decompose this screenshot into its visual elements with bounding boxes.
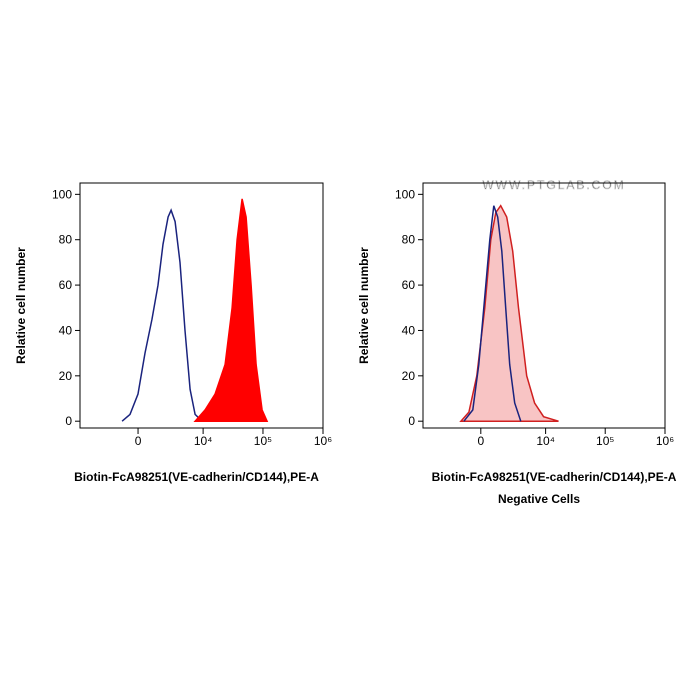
y-tick-label: 80 — [402, 233, 416, 247]
y-axis-label: Relative cell number — [14, 247, 28, 364]
caption: Negative Cells — [498, 492, 580, 506]
y-tick-label: 100 — [52, 187, 72, 201]
x-tick-label: 10⁴ — [194, 434, 213, 448]
y-axis-label: Relative cell number — [357, 247, 371, 364]
x-tick-label: 10⁶ — [656, 434, 674, 448]
x-axis-label: Biotin-FcA98251(VE-cadherin/CD144),PE-A — [432, 470, 677, 484]
x-tick-label: 0 — [135, 434, 142, 448]
y-tick-label: 80 — [59, 233, 73, 247]
y-tick-label: 40 — [59, 323, 73, 337]
x-axis-label: Biotin-FcA98251(VE-cadherin/CD144),PE-A — [74, 470, 319, 484]
x-tick-label: 10⁵ — [254, 434, 272, 448]
y-tick-label: 20 — [402, 369, 416, 383]
histogram-curve — [121, 208, 203, 422]
x-tick-label: 10⁵ — [596, 434, 614, 448]
x-tick-label: 10⁴ — [536, 434, 555, 448]
y-tick-label: 0 — [65, 414, 72, 428]
y-tick-label: 100 — [395, 187, 415, 201]
x-tick-label: 0 — [477, 434, 484, 448]
x-tick-label: 10⁶ — [314, 434, 332, 448]
y-tick-label: 20 — [59, 369, 73, 383]
plot-frame — [422, 182, 666, 429]
y-tick-label: 60 — [402, 278, 416, 292]
y-tick-label: 40 — [402, 323, 416, 337]
y-tick-label: 60 — [59, 278, 73, 292]
histogram-curve — [193, 198, 269, 422]
histogram-curve — [463, 205, 522, 422]
watermark: WWW.PTGLAB.COM — [482, 178, 625, 192]
plot-frame — [79, 182, 324, 429]
y-tick-label: 0 — [408, 414, 415, 428]
